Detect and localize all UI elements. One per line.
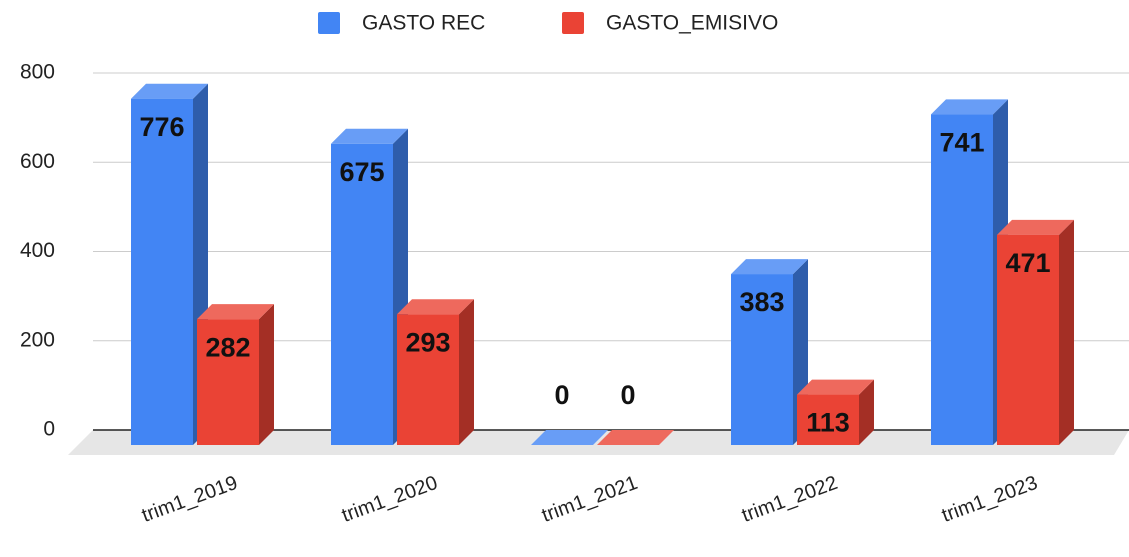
value-label: 293 [405,327,450,357]
bar-top [797,379,874,395]
value-label: 675 [339,157,384,187]
value-label: 741 [939,127,984,157]
bar-top [131,83,208,99]
value-label: 113 [806,408,850,438]
value-label: 0 [554,380,569,410]
y-tick-label: 600 [20,150,55,173]
x-tick-label: trim1_2021 [539,472,641,527]
value-label: 383 [739,287,784,317]
value-label: 471 [1005,248,1050,278]
bar-side [259,304,274,445]
legend-swatch [562,12,584,34]
bar-top [331,128,408,144]
bar [197,319,259,445]
bar-side [859,379,874,445]
bar [397,314,459,445]
value-label: 776 [139,112,184,142]
value-label: 0 [620,380,635,410]
x-tick-label: trim1_2020 [339,472,441,527]
y-tick-label: 0 [43,418,55,441]
y-tick-label: 200 [20,328,55,351]
legend-label: GASTO REC [362,12,485,35]
bar-side [1059,219,1074,445]
bar [131,98,193,446]
bar [931,114,993,446]
y-tick-label: 800 [20,61,55,84]
x-tick-label: trim1_2023 [939,472,1041,527]
bar [997,234,1059,445]
x-tick-label: trim1_2022 [739,472,841,527]
bar-side [459,299,474,445]
y-tick-label: 400 [20,239,55,262]
bar-top [997,219,1074,235]
bar-top [731,259,808,275]
bar-top [931,99,1008,115]
value-label: 282 [205,332,250,362]
bar [331,143,393,445]
legend: GASTO REC GASTO_EMISIVO [318,12,778,35]
bar-top [197,304,274,320]
legend-swatch [318,12,340,34]
bar [797,394,859,445]
bar-top [597,430,674,445]
bar-top [531,430,608,445]
bar [731,274,793,445]
legend-label: GASTO_EMISIVO [606,12,778,35]
x-tick-label: trim1_2019 [139,472,241,527]
bar-top [397,299,474,315]
